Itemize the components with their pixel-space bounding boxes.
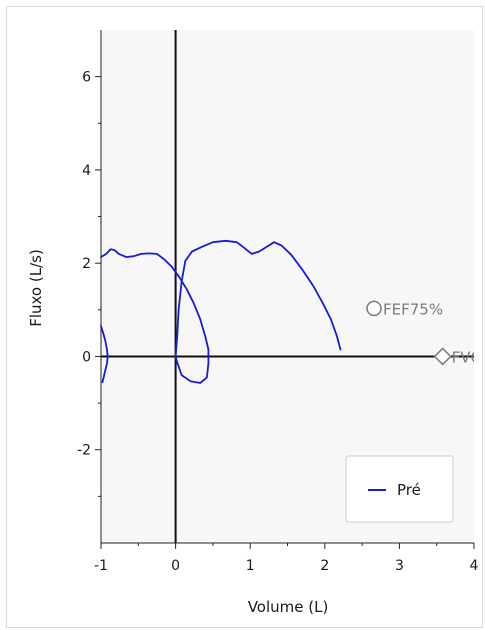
x-tick-label: 2: [320, 558, 329, 574]
legend: Pré: [345, 455, 454, 523]
x-tick-label: 1: [246, 558, 255, 574]
chart-border: [6, 6, 483, 628]
x-tick-label: 3: [395, 558, 404, 574]
x-axis-title: Volume (L): [248, 598, 329, 616]
y-tick-label: 2: [82, 256, 91, 272]
fvc-label: FVC: [452, 348, 481, 366]
y-tick-label: 0: [82, 349, 91, 365]
x-tick-label: -1: [94, 558, 108, 574]
fef75-marker: [366, 300, 382, 317]
annotations: FEF75% FVC: [366, 300, 481, 366]
fvc-marker: [433, 347, 452, 366]
legend-box: [345, 455, 454, 523]
axes: -1 0 1 2 3 4 -2 0 2 4 6: [77, 30, 479, 574]
series-pre-curve: [100, 325, 109, 383]
x-tick-label: 4: [470, 558, 479, 574]
fef75-label: FEF75%: [383, 300, 443, 318]
series-layer: [100, 239, 342, 384]
series-pre-curve: [100, 239, 342, 384]
y-axis-title: Fluxo (L/s): [27, 249, 45, 327]
y-tick-label: 6: [82, 70, 91, 86]
legend-entry-label: Pré: [397, 481, 421, 499]
x-tick-label: 0: [171, 558, 180, 574]
y-tick-label: -2: [77, 443, 91, 459]
y-tick-label: 4: [82, 163, 91, 179]
